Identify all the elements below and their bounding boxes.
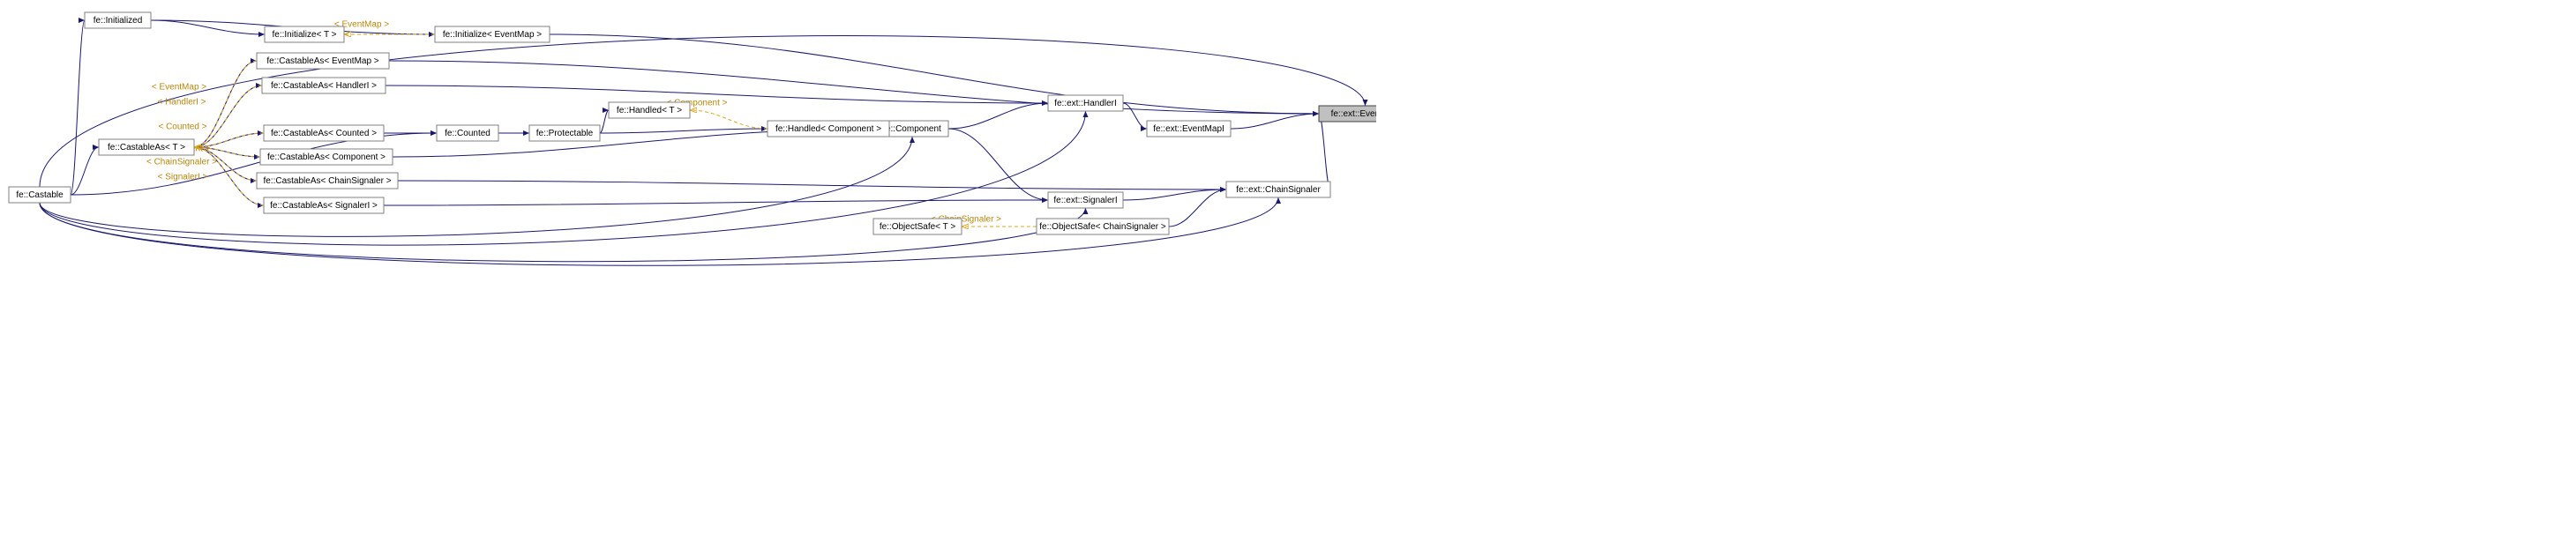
node-handled_t[interactable]: fe::Handled< T > (609, 102, 690, 118)
node-cast_chainsig[interactable]: fe::CastableAs< ChainSignaler > (257, 173, 398, 189)
node-cast_component[interactable]: fe::CastableAs< Component > (260, 149, 393, 165)
edge-objsafe_cs-to-chainsignaler (1169, 189, 1226, 227)
tpl-label-cast_chainsig-to-castable_t: < ChainSignaler > (146, 158, 217, 167)
node-chainsignaler[interactable]: fe::ext::ChainSignaler (1226, 182, 1330, 197)
node-label-castable_t: fe::CastableAs< T > (108, 143, 185, 152)
edge-signaleri-to-chainsignaler (1123, 189, 1226, 200)
node-label-cast_counted: fe::CastableAs< Counted > (271, 129, 377, 138)
node-eventmap[interactable]: fe::ext::EventMap (1319, 106, 1376, 122)
tpl-label-cast_em-to-castable_t: < EventMap > (152, 83, 206, 93)
edge-chainsignaler-to-eventmap (1319, 114, 1330, 189)
node-objsafe_t[interactable]: fe::ObjectSafe< T > (873, 219, 962, 234)
node-label-handled_t: fe::Handled< T > (617, 106, 682, 115)
tpl-label-cast_signaleri-to-castable_t: < SignalerI > (158, 173, 208, 182)
node-label-initialize_em: fe::Initialize< EventMap > (443, 30, 542, 40)
edge-handleri-to-eventmapi (1123, 103, 1147, 129)
inheritance-diagram: < EventMap >< Component >< ChainSignaler… (0, 0, 1376, 291)
edge-castable-to-initialized (71, 20, 85, 195)
node-label-eventmapi: fe::ext::EventMapI (1153, 124, 1224, 134)
node-label-initialize_t: fe::Initialize< T > (272, 30, 336, 40)
node-label-handled_comp: fe::Handled< Component > (775, 124, 881, 134)
edge-eventmapi-to-eventmap (1231, 114, 1319, 129)
node-label-cast_handleri: fe::CastableAs< HandlerI > (271, 81, 377, 91)
node-initialize_t[interactable]: fe::Initialize< T > (265, 26, 344, 42)
node-label-cast_em: fe::CastableAs< EventMap > (266, 56, 378, 66)
tpl-edge-handled_comp-to-handled_t (690, 110, 768, 129)
node-cast_signaleri[interactable]: fe::CastableAs< SignalerI > (264, 197, 384, 213)
node-cast_counted[interactable]: fe::CastableAs< Counted > (264, 125, 384, 141)
node-label-objsafe_cs: fe::ObjectSafe< ChainSignaler > (1039, 222, 1166, 232)
node-label-castable: fe::Castable (16, 190, 64, 200)
node-handled_comp[interactable]: fe::Handled< Component > (768, 121, 889, 137)
node-label-eventmap: fe::ext::EventMap (1331, 109, 1376, 119)
node-handleri[interactable]: fe::ext::HandlerI (1048, 95, 1123, 111)
node-initialized[interactable]: fe::Initialized (85, 12, 151, 28)
edge-cast_chainsig-to-chainsignaler (398, 181, 1226, 189)
edge-component-to-handleri (948, 103, 1048, 129)
tpl-label-cast_handleri-to-castable_t: < HandlerI > (157, 98, 206, 108)
node-label-objsafe_t: fe::ObjectSafe< T > (880, 222, 956, 232)
node-eventmapi[interactable]: fe::ext::EventMapI (1147, 121, 1231, 137)
node-protectable[interactable]: fe::Protectable (529, 125, 600, 141)
node-signaleri[interactable]: fe::ext::SignalerI (1048, 192, 1123, 208)
edge-castable-to-eventmap (40, 36, 1366, 187)
edge-initialized-to-initialize_t (151, 20, 265, 34)
edge-protectable-to-handled_comp (600, 129, 768, 133)
tpl-label-cast_counted-to-castable_t: < Counted > (158, 123, 206, 132)
node-castable[interactable]: fe::Castable (9, 187, 71, 203)
node-initialize_em[interactable]: fe::Initialize< EventMap > (435, 26, 550, 42)
node-cast_em[interactable]: fe::CastableAs< EventMap > (257, 53, 389, 69)
node-label-initialized: fe::Initialized (94, 16, 143, 26)
node-label-protectable: fe::Protectable (536, 129, 594, 138)
edge-cast_signaleri-to-signaleri (384, 200, 1048, 205)
edge-protectable-to-handled_t (600, 110, 609, 133)
node-objsafe_cs[interactable]: fe::ObjectSafe< ChainSignaler > (1037, 219, 1169, 234)
node-label-cast_signaleri: fe::CastableAs< SignalerI > (270, 201, 378, 211)
node-label-cast_component: fe::CastableAs< Component > (267, 152, 386, 162)
nodes-layer: fe::ext::EventMapfe::ext::EventMapIfe::e… (9, 12, 1376, 234)
node-label-signaleri: fe::ext::SignalerI (1053, 196, 1117, 205)
node-counted[interactable]: fe::Counted (437, 125, 498, 141)
node-label-cast_chainsig: fe::CastableAs< ChainSignaler > (263, 176, 391, 186)
edge-component-to-signaleri (948, 129, 1048, 200)
node-cast_handleri[interactable]: fe::CastableAs< HandlerI > (262, 78, 386, 93)
node-label-chainsignaler: fe::ext::ChainSignaler (1236, 185, 1321, 195)
node-label-component: fe::Component (883, 124, 941, 134)
node-castable_t[interactable]: fe::CastableAs< T > (99, 139, 194, 155)
edge-castable_t-to-cast_handleri (194, 85, 262, 147)
node-label-counted: fe::Counted (445, 129, 490, 138)
node-label-handleri: fe::ext::HandlerI (1054, 99, 1117, 108)
